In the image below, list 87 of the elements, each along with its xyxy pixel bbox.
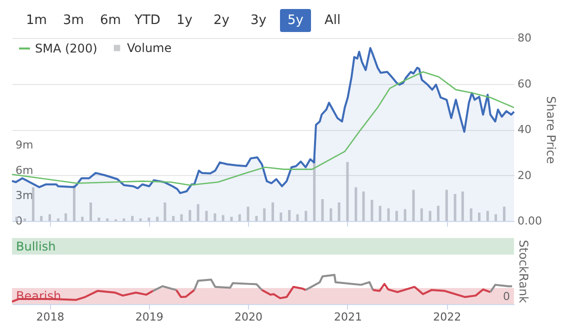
bar	[139, 218, 142, 221]
bar	[106, 218, 109, 221]
bar	[255, 216, 258, 221]
text: 2y	[212, 12, 230, 30]
band-label: Bullish	[16, 240, 56, 254]
bar	[156, 216, 159, 221]
bar	[420, 208, 423, 221]
bar	[196, 204, 200, 221]
bar	[436, 206, 440, 221]
bar	[98, 218, 100, 221]
bar	[362, 191, 365, 221]
x-tick-label: 2019	[135, 310, 164, 321]
bar	[338, 202, 340, 221]
bar	[246, 206, 250, 221]
y-tick-label: 20	[518, 168, 532, 182]
bar	[412, 190, 415, 221]
bar	[64, 213, 68, 221]
bar	[72, 184, 76, 221]
bar	[313, 158, 316, 221]
bar	[205, 210, 208, 221]
bar	[230, 216, 233, 221]
x-tick-label: 2021	[334, 310, 362, 321]
bar	[354, 187, 358, 221]
text: 1y	[176, 12, 194, 30]
bar	[180, 214, 183, 221]
bar	[395, 210, 398, 221]
bar	[304, 210, 308, 221]
legend-label: Volume	[127, 41, 172, 55]
bar	[238, 214, 241, 221]
annotation: 0	[503, 290, 510, 303]
bar	[32, 187, 34, 221]
bar	[131, 216, 134, 221]
y-tick-label: 60	[518, 77, 532, 90]
bar	[263, 208, 266, 221]
bar	[81, 216, 84, 221]
bar	[164, 202, 166, 221]
bar	[330, 208, 332, 221]
bar	[15, 216, 18, 221]
y2-tick-label: 6m	[16, 164, 34, 177]
bar	[90, 202, 92, 221]
bar	[148, 218, 150, 221]
bar	[321, 199, 324, 221]
bar	[296, 214, 299, 221]
legend-label: SMA (200)	[35, 42, 98, 56]
bar	[122, 218, 126, 221]
x-tick-label: 2020	[234, 310, 263, 321]
text: 1m	[25, 12, 48, 30]
bar	[280, 212, 282, 221]
y-axis-title: StockRank	[516, 240, 530, 304]
line-series	[11, 71, 515, 186]
bar	[56, 218, 60, 221]
bar	[470, 208, 472, 221]
bar	[387, 208, 390, 221]
bar	[494, 214, 498, 221]
y-tick-label: 80	[518, 32, 532, 44]
bar	[502, 206, 506, 221]
bar	[370, 200, 374, 221]
y-tick-label: 0.00	[518, 214, 542, 228]
x-tick-label: 2018	[36, 310, 64, 321]
bar	[214, 213, 216, 221]
bar	[378, 206, 382, 221]
bar	[272, 202, 274, 221]
bar	[461, 191, 464, 221]
bar	[188, 210, 192, 221]
bar	[445, 190, 448, 221]
text: All	[323, 12, 342, 30]
bar	[222, 215, 224, 221]
bar	[454, 194, 456, 221]
bar	[346, 162, 349, 221]
bar	[478, 212, 480, 221]
bar	[172, 216, 175, 221]
text: YTD	[134, 12, 162, 30]
x-tick-label: 2022	[433, 310, 462, 321]
bar	[428, 210, 432, 221]
y-tick-label: 40	[518, 123, 532, 136]
bar	[404, 209, 406, 221]
bar	[486, 210, 489, 221]
bar	[48, 214, 52, 221]
y-axis-title: Share Price	[544, 96, 558, 164]
y2-tick-label: 9m	[16, 138, 34, 152]
bar	[24, 218, 26, 221]
text: 3m	[62, 12, 85, 30]
bar	[40, 216, 43, 221]
text: 3y	[250, 12, 268, 30]
bar	[288, 210, 291, 221]
text: 6m	[99, 12, 122, 30]
text: 5y	[280, 9, 311, 32]
